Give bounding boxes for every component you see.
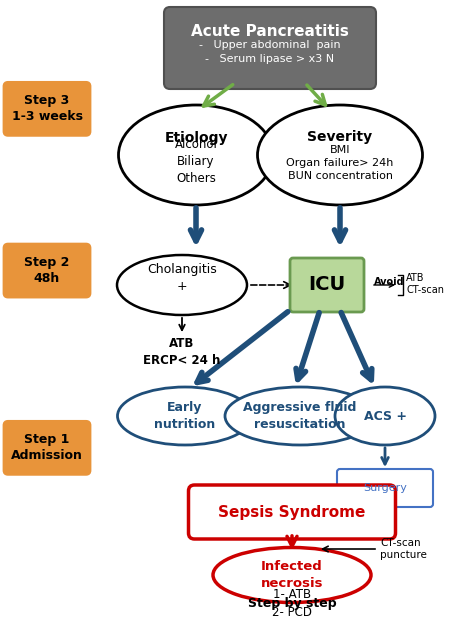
- Text: Acute Pancreatitis: Acute Pancreatitis: [191, 24, 349, 40]
- Text: Cholangitis
+: Cholangitis +: [147, 263, 217, 293]
- Text: Step 1
Admission: Step 1 Admission: [11, 434, 83, 462]
- Text: ACS +: ACS +: [364, 409, 406, 422]
- Text: BMI
Organ failure> 24h
BUN concentration: BMI Organ failure> 24h BUN concentration: [286, 145, 394, 181]
- Text: Sepsis Syndrome: Sepsis Syndrome: [218, 504, 365, 519]
- Text: Avoid: Avoid: [374, 277, 405, 287]
- Ellipse shape: [118, 387, 252, 445]
- Ellipse shape: [258, 105, 423, 205]
- Ellipse shape: [213, 547, 371, 603]
- Text: -   Upper abdominal  pain
-   Serum lipase > x3 N: - Upper abdominal pain - Serum lipase > …: [199, 40, 341, 64]
- Text: ICU: ICU: [308, 276, 345, 294]
- Ellipse shape: [225, 387, 375, 445]
- Text: Aggressive fluid
resuscitation: Aggressive fluid resuscitation: [243, 401, 357, 431]
- Text: Step 2
48h: Step 2 48h: [24, 256, 70, 285]
- Text: CT-scan: CT-scan: [406, 285, 444, 295]
- Text: Step by step: Step by step: [248, 596, 336, 610]
- Text: Early
nutrition: Early nutrition: [154, 401, 216, 431]
- FancyBboxPatch shape: [290, 258, 364, 312]
- FancyBboxPatch shape: [188, 485, 396, 539]
- Text: CT-scan
puncture: CT-scan puncture: [380, 537, 427, 560]
- FancyBboxPatch shape: [4, 421, 90, 475]
- Ellipse shape: [335, 387, 435, 445]
- Ellipse shape: [117, 255, 247, 315]
- Text: Severity: Severity: [307, 130, 372, 144]
- Text: 1- ATB
2- PCD
3- Surgery: 1- ATB 2- PCD 3- Surgery: [261, 588, 323, 622]
- Text: Surgery: Surgery: [363, 483, 407, 493]
- FancyBboxPatch shape: [4, 244, 90, 297]
- FancyBboxPatch shape: [337, 469, 433, 507]
- FancyBboxPatch shape: [4, 82, 90, 136]
- Text: ATB
ERCP< 24 h: ATB ERCP< 24 h: [143, 337, 221, 367]
- Text: Alcohol
Biliary
Others: Alcohol Biliary Others: [174, 139, 218, 185]
- Text: Infected
necrosis: Infected necrosis: [261, 560, 323, 590]
- Text: ATB: ATB: [406, 273, 425, 283]
- Text: Etiology: Etiology: [164, 131, 228, 145]
- Ellipse shape: [119, 105, 273, 205]
- Text: Step 3
1-3 weeks: Step 3 1-3 weeks: [12, 95, 82, 123]
- FancyBboxPatch shape: [164, 7, 376, 89]
